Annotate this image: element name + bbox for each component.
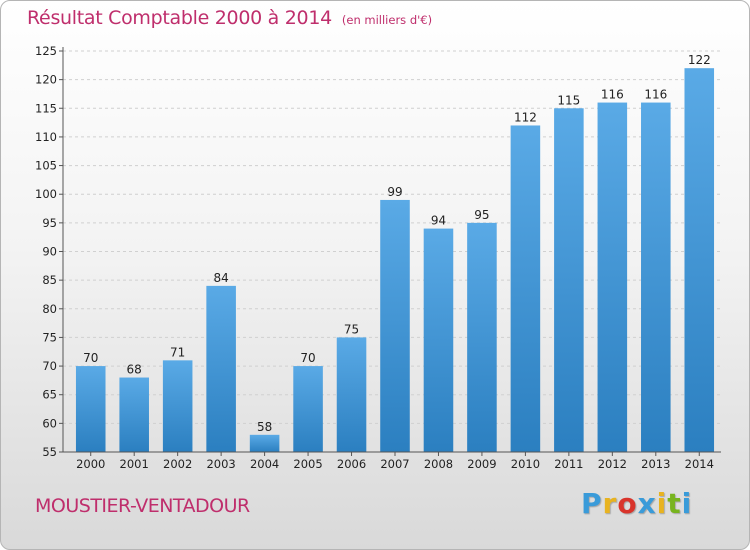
y-tick-label: 85 (42, 273, 57, 287)
value-label: 116 (644, 88, 667, 102)
x-tick-label: 2002 (163, 457, 192, 471)
value-label: 70 (83, 351, 98, 365)
value-label: 112 (514, 110, 537, 124)
bar (554, 108, 584, 453)
y-tick-label: 120 (35, 73, 57, 87)
bar (597, 102, 628, 453)
x-tick-label: 2004 (250, 457, 279, 471)
y-tick-label: 100 (35, 187, 57, 201)
x-tick-label: 2001 (120, 457, 149, 471)
x-tick-label: 2008 (424, 457, 453, 471)
y-tick-label: 60 (42, 416, 57, 430)
value-label: 94 (431, 214, 446, 228)
chart-title-text: Résultat Comptable 2000 à 2014 (27, 7, 332, 29)
value-label: 71 (170, 345, 185, 359)
y-tick-label: 65 (42, 388, 57, 402)
x-tick-label: 2007 (380, 457, 409, 471)
x-tick-label: 2012 (598, 457, 627, 471)
x-tick-label: 2013 (641, 457, 670, 471)
value-label: 70 (300, 351, 315, 365)
place-name: MOUSTIER-VENTADOUR (35, 495, 250, 517)
x-tick-label: 2006 (337, 457, 366, 471)
bar (336, 337, 367, 452)
y-tick-label: 75 (42, 330, 57, 344)
value-label: 99 (387, 185, 402, 199)
bar (75, 366, 106, 452)
bar (423, 228, 454, 452)
y-tick-label: 95 (42, 216, 57, 230)
x-tick-label: 2009 (467, 457, 496, 471)
bar (641, 102, 671, 453)
y-tick-label: 105 (35, 159, 57, 173)
y-tick-label: 80 (42, 302, 57, 316)
value-label: 68 (127, 363, 142, 377)
logo-letter: r (602, 487, 618, 520)
value-label: 116 (601, 88, 624, 102)
logo-letter: t (667, 487, 682, 520)
y-tick-label: 90 (42, 245, 57, 259)
x-tick-label: 2005 (293, 457, 322, 471)
bar (162, 360, 193, 452)
x-tick-label: 2000 (76, 457, 105, 471)
value-label: 58 (257, 420, 272, 434)
x-tick-label: 2003 (206, 457, 235, 471)
y-tick-label: 125 (35, 44, 57, 58)
bar (206, 285, 236, 452)
bar (380, 199, 410, 452)
y-tick-label: 70 (42, 359, 57, 373)
x-tick-labels: 2000 2001 2002 2003 2004 2005 2006 2007 2008 2009… (76, 452, 714, 471)
value-label: 84 (213, 271, 228, 285)
y-tick-label: 110 (35, 130, 57, 144)
chart-unit-note: (en milliers d'€) (341, 13, 433, 27)
bar (684, 68, 715, 452)
x-tick-label: 2014 (685, 457, 714, 471)
axes (62, 47, 721, 453)
y-tick-label: 115 (35, 101, 57, 115)
logo-letter: x (637, 487, 657, 520)
bar (249, 434, 280, 452)
bar (467, 222, 497, 452)
x-tick-label: 2010 (511, 457, 540, 471)
value-label: 75 (344, 322, 359, 336)
value-label: 95 (474, 208, 489, 222)
x-tick-label: 2011 (554, 457, 583, 471)
bar (119, 377, 149, 452)
y-tick-label: 55 (42, 445, 57, 459)
logo-letter: o (617, 487, 638, 520)
value-label: 115 (557, 93, 580, 107)
logo-letter: P (581, 487, 603, 520)
value-label: 122 (688, 53, 711, 67)
y-tick-labels: 55 60 65 70 75 80 85 90 95 100 105 110 115 120 125 (35, 44, 63, 459)
proxiti-logo[interactable]: Proxiti (581, 487, 692, 520)
bar (293, 366, 323, 452)
value-labels: 70 68 71 84 58 70 75 99 94 95 112 115 116 116 122 (83, 53, 711, 434)
logo-letter: i (681, 487, 693, 520)
logo-letter: i (656, 487, 668, 520)
bar (510, 125, 541, 452)
chart-title: Résultat Comptable 2000 à 2014 (en millie… (27, 7, 432, 29)
bars (75, 68, 715, 453)
